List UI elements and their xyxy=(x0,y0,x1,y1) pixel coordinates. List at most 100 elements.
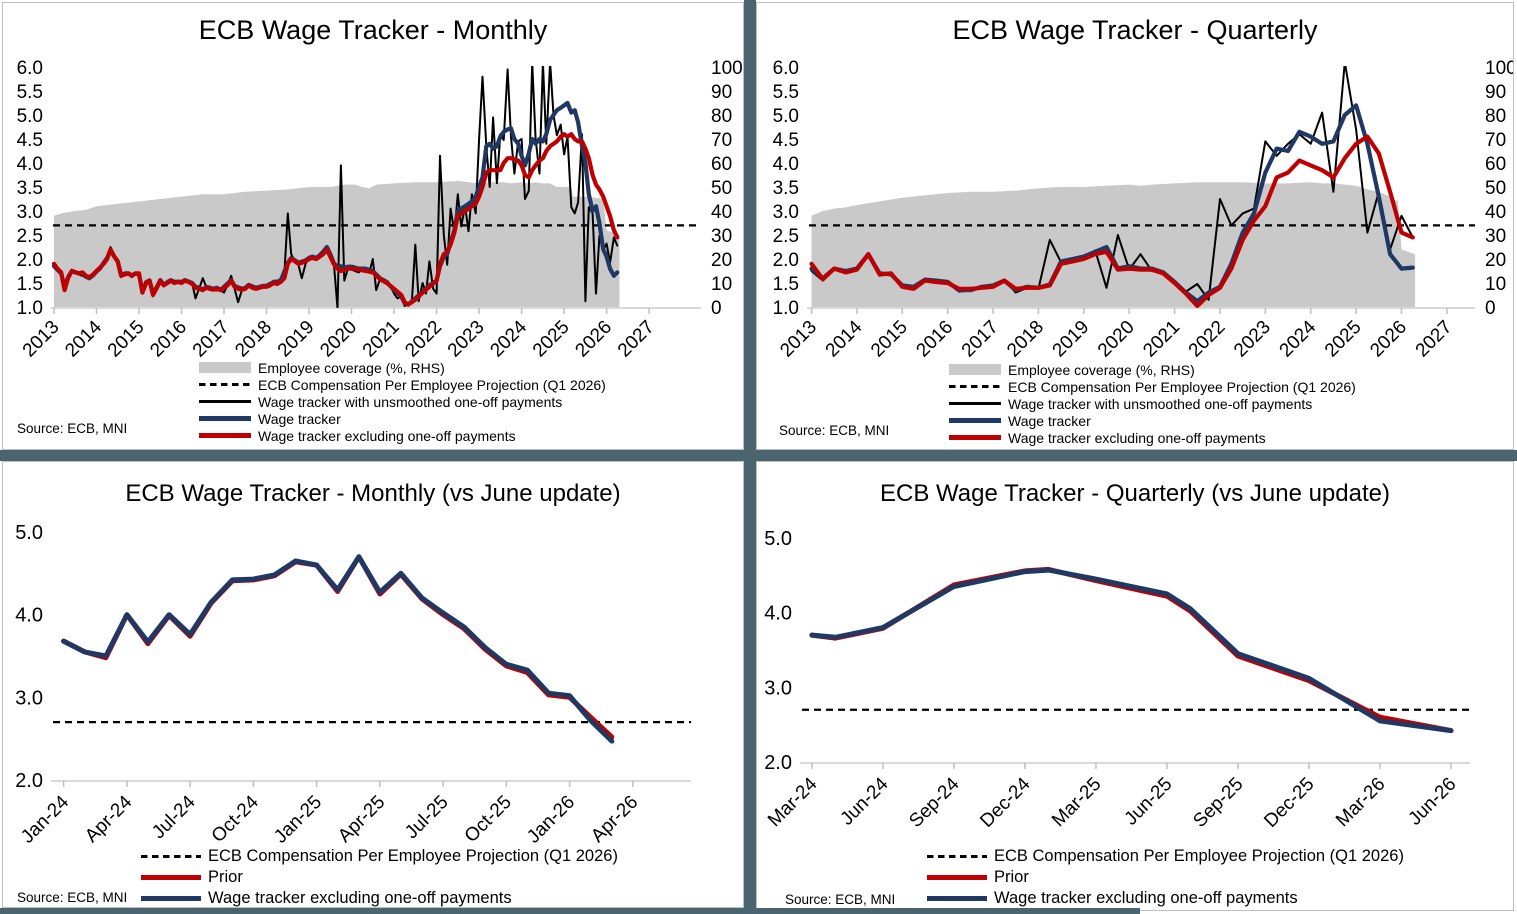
x-tick-label: 2024 xyxy=(486,316,531,361)
x-tick-label: Sep-25 xyxy=(1189,774,1247,832)
x-tick-label: 2013 xyxy=(19,317,64,362)
x-tick-label: 2027 xyxy=(614,317,659,362)
x-tick-label: 2023 xyxy=(1230,317,1275,362)
y-right-tick-label: 10 xyxy=(711,274,732,295)
y-right-tick-label: 10 xyxy=(1485,274,1506,295)
y-left-tick-label: 1.0 xyxy=(773,298,799,319)
legend-item: Employee coverage (%, RHS) xyxy=(199,359,606,376)
y-right-tick-label: 80 xyxy=(1485,106,1506,127)
legend-dashed-swatch xyxy=(199,383,251,386)
y-right-tick-label: 20 xyxy=(1485,250,1506,271)
y-left-tick-label: 1.0 xyxy=(17,298,43,319)
x-tick-label: 2023 xyxy=(444,317,489,362)
legend-dashed-swatch xyxy=(949,385,1001,388)
x-tick-label: Jul-24 xyxy=(148,791,200,843)
legend-item: ECB Compensation Per Employee Projection… xyxy=(927,846,1404,867)
y-right-tick-label: 30 xyxy=(711,226,732,247)
chart-title-quarterly-vs-june: ECB Wage Tracker - Quarterly (vs June up… xyxy=(880,480,1390,507)
legend-item: Wage tracker excluding one-off payments xyxy=(927,888,1404,909)
y-left-tick-label: 2.0 xyxy=(764,752,792,774)
source-label: Source: ECB, MNI xyxy=(17,421,128,436)
series-red-line xyxy=(61,554,615,740)
y-left-tick-label: 3.0 xyxy=(17,202,43,223)
legend-item-label: Prior xyxy=(994,868,1029,886)
x-tick-label: 2022 xyxy=(401,317,446,362)
legend-item-label: ECB Compensation Per Employee Projection… xyxy=(208,847,618,865)
x-tick-label: 2021 xyxy=(1139,317,1184,362)
y-right-tick-label: 0 xyxy=(711,298,722,319)
legend-item-label: Wage tracker excluding one-off payments xyxy=(1008,429,1266,446)
legend-quarterly-vs-june: ECB Compensation Per Employee Projection… xyxy=(927,846,1404,909)
legend-item-label: Wage tracker excluding one-off payments xyxy=(208,889,512,907)
legend-item: Wage tracker excluding one-off payments xyxy=(949,429,1356,446)
y-left-tick-label: 6.0 xyxy=(773,58,799,79)
x-tick-label: 2017 xyxy=(189,317,234,362)
legend-item: Prior xyxy=(927,867,1404,888)
panel-monthly: 2013 2014 2015 2016 2017 2018 2019 2020 2021 2022… xyxy=(2,2,744,450)
y-right-tick-label: 30 xyxy=(1485,226,1506,247)
legend-area-swatch xyxy=(199,362,251,373)
y-right-tick-label: 60 xyxy=(1485,154,1506,175)
x-tick-label: 2020 xyxy=(316,317,361,362)
legend-line-swatch xyxy=(949,402,1001,405)
legend-item: Wage tracker excluding one-off payments xyxy=(199,427,606,444)
legend-item: ECB Compensation Per Employee Projection… xyxy=(199,376,606,393)
y-right-tick-label: 70 xyxy=(711,130,732,151)
y-right-tick-label: 90 xyxy=(1485,82,1506,103)
x-tick-label: 2027 xyxy=(1412,317,1457,362)
y-right-tick-label: 0 xyxy=(1485,298,1496,319)
y-left-tick-label: 4.0 xyxy=(15,605,43,627)
legend-line-swatch xyxy=(949,435,1001,440)
y-left-tick-label: 2.5 xyxy=(773,226,799,247)
y-left-tick-label: 3.0 xyxy=(773,202,799,223)
y-left-tick-label: 5.0 xyxy=(764,528,792,550)
y-left-tick-label: 1.5 xyxy=(17,274,43,295)
series-navy-line xyxy=(809,567,1454,734)
x-tick-label: Jul-25 xyxy=(401,792,452,843)
y-left-tick-label: 5.5 xyxy=(17,82,43,103)
legend-item-label: ECB Compensation Per Employee Projection… xyxy=(994,847,1404,865)
legend-item: Wage tracker with unsmoothed one-off pay… xyxy=(199,393,606,410)
x-tick-label: Oct-24 xyxy=(208,791,263,846)
legend-item: Wage tracker excluding one-off payments xyxy=(141,888,618,909)
legend-item: Wage tracker xyxy=(949,412,1356,429)
x-tick-label: Sep-24 xyxy=(905,773,963,831)
x-tick-label: 2015 xyxy=(867,317,912,362)
panel-quarterly-vs-june: Mar-24 Jun-24 Sep-24 Dec-24 Mar-25 Jun-25 Sep-… xyxy=(756,461,1514,911)
legend-area-swatch xyxy=(949,364,1001,375)
x-tick-label: 2021 xyxy=(359,317,404,362)
x-tick-label: 2017 xyxy=(958,317,1003,362)
x-tick-label: Apr-25 xyxy=(334,792,389,847)
x-tick-label: Apr-24 xyxy=(81,791,136,846)
x-tick-label: Jun-24 xyxy=(837,773,893,829)
legend-monthly: Employee coverage (%, RHS) ECB Compensati… xyxy=(199,359,606,444)
x-tick-label: 2019 xyxy=(1049,317,1094,362)
legend-line-swatch xyxy=(199,416,251,421)
panel-quarterly: 2013 2014 2015 2016 2017 2018 2019 2020 2021 2022… xyxy=(756,2,1514,450)
y-right-tick-label: 80 xyxy=(711,106,732,127)
x-tick-label: 2019 xyxy=(274,317,319,362)
legend-item-label: Employee coverage (%, RHS) xyxy=(258,359,445,376)
source-label: Source: ECB, MNI xyxy=(779,423,890,438)
legend-item: Employee coverage (%, RHS) xyxy=(949,361,1356,378)
y-left-tick-label: 5.0 xyxy=(17,106,43,127)
series-red-line xyxy=(809,134,1415,308)
x-tick-label: 2020 xyxy=(1094,317,1139,362)
chart-title-monthly: ECB Wage Tracker - Monthly xyxy=(198,15,548,45)
y-right-tick-label: 20 xyxy=(711,250,732,271)
y-right-tick-label: 100 xyxy=(711,58,743,79)
y-left-tick-label: 3.0 xyxy=(15,687,43,709)
x-tick-label: 2014 xyxy=(61,316,106,361)
y-left-tick-label: 3.5 xyxy=(17,178,43,199)
y-left-tick-label: 1.5 xyxy=(773,274,799,295)
x-tick-label: Jun-25 xyxy=(1121,774,1177,830)
y-left-tick-label: 2.0 xyxy=(15,770,43,792)
x-tick-label: 2016 xyxy=(912,317,957,362)
legend-line-swatch xyxy=(927,874,987,881)
chart-title-quarterly: ECB Wage Tracker - Quarterly xyxy=(952,15,1318,45)
y-left-tick-label: 5.5 xyxy=(773,82,799,103)
x-tick-label: Dec-24 xyxy=(976,773,1034,831)
legend-line-swatch xyxy=(927,895,987,902)
x-tick-label: 2016 xyxy=(146,317,191,362)
